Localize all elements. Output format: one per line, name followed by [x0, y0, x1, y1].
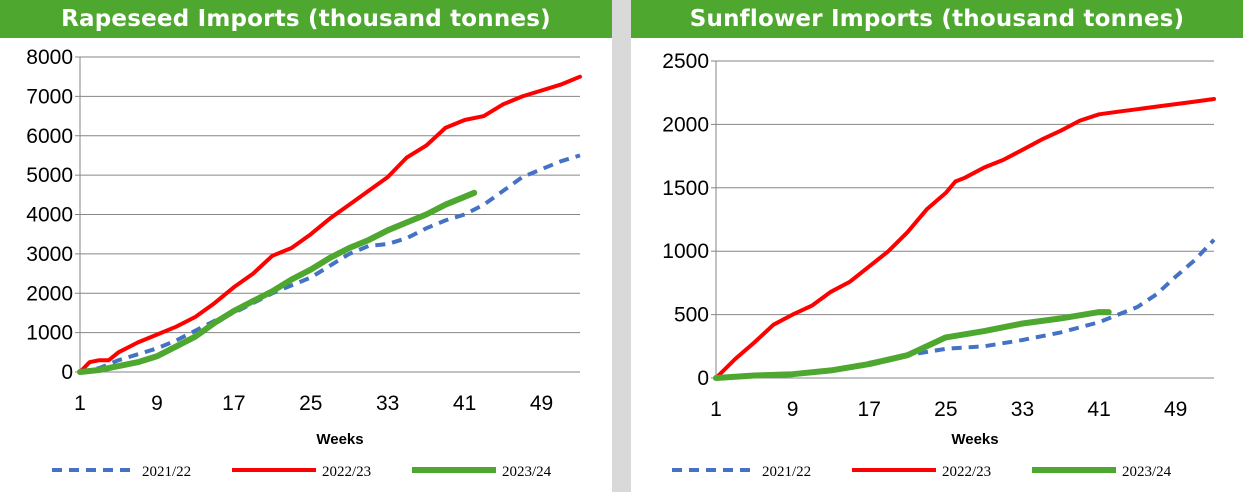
- y-tick-label: 2000: [26, 282, 73, 305]
- y-tick-label: 6000: [26, 125, 73, 148]
- series-line-2021-22: [715, 238, 1216, 380]
- x-tick-label: 1: [74, 392, 86, 415]
- legend-label: 2022/23: [322, 464, 371, 480]
- x-tick-label: 33: [376, 392, 399, 415]
- y-tick-label: 5000: [26, 164, 73, 187]
- x-axis-title: Weeks: [316, 431, 363, 448]
- series-line-2021-22: [79, 153, 581, 374]
- x-axis-title: Weeks: [951, 431, 998, 448]
- legend-label: 2021/22: [762, 464, 811, 480]
- y-tick-label: 2500: [662, 50, 709, 73]
- y-tick-label: 1000: [662, 240, 709, 263]
- x-tick-label: 25: [299, 392, 322, 415]
- legend-label: 2021/22: [142, 464, 191, 480]
- y-tick-label: 4000: [26, 204, 73, 227]
- x-tick-label: 17: [858, 398, 881, 421]
- series-line-2022-23: [78, 74, 582, 374]
- y-tick-label: 8000: [26, 46, 73, 69]
- x-tick-label: 25: [934, 398, 957, 421]
- legend-label: 2023/24: [502, 464, 552, 480]
- y-tick-label: 500: [674, 304, 709, 327]
- x-tick-label: 9: [787, 398, 799, 421]
- y-tick-label: 0: [697, 367, 709, 390]
- x-tick-label: 49: [1164, 398, 1187, 421]
- y-tick-label: 1500: [662, 177, 709, 200]
- series-line-2022-23: [714, 97, 1216, 380]
- y-tick-label: 0: [61, 361, 73, 384]
- series-line-2023-24: [713, 309, 1112, 381]
- x-tick-label: 49: [530, 392, 553, 415]
- legend-label: 2023/24: [1122, 464, 1172, 480]
- x-tick-label: 41: [453, 392, 476, 415]
- y-tick-label: 7000: [26, 85, 73, 108]
- y-tick-label: 1000: [26, 322, 73, 345]
- chart-title: Rapeseed Imports (thousand tonnes): [0, 0, 612, 38]
- x-tick-label: 33: [1011, 398, 1034, 421]
- y-tick-label: 2000: [662, 113, 709, 136]
- x-tick-label: 1: [710, 398, 722, 421]
- legend-label: 2022/23: [942, 464, 991, 480]
- rapeseed-chart: 0 1000 2000 3000 4000 5000 6000 7000 8000 1 9 17 25 3…: [26, 46, 582, 480]
- rapeseed-chart-panel: Rapeseed Imports (thousand tonnes) 0 1000…: [0, 0, 612, 492]
- x-tick-label: 41: [1087, 398, 1110, 421]
- sunflower-chart-panel: Sunflower Imports (thousand tonnes) 0 500…: [631, 0, 1243, 492]
- y-tick-label: 3000: [26, 243, 73, 266]
- panel-divider: [612, 0, 631, 492]
- x-tick-label: 9: [151, 392, 163, 415]
- x-tick-label: 17: [222, 392, 245, 415]
- series-line-2023-24: [77, 189, 478, 375]
- sunflower-chart: 0 500 1000 1500 2000 2500 1 9 17 25 33 41 49 Weeks 202…: [662, 50, 1216, 480]
- chart-title: Sunflower Imports (thousand tonnes): [631, 0, 1243, 38]
